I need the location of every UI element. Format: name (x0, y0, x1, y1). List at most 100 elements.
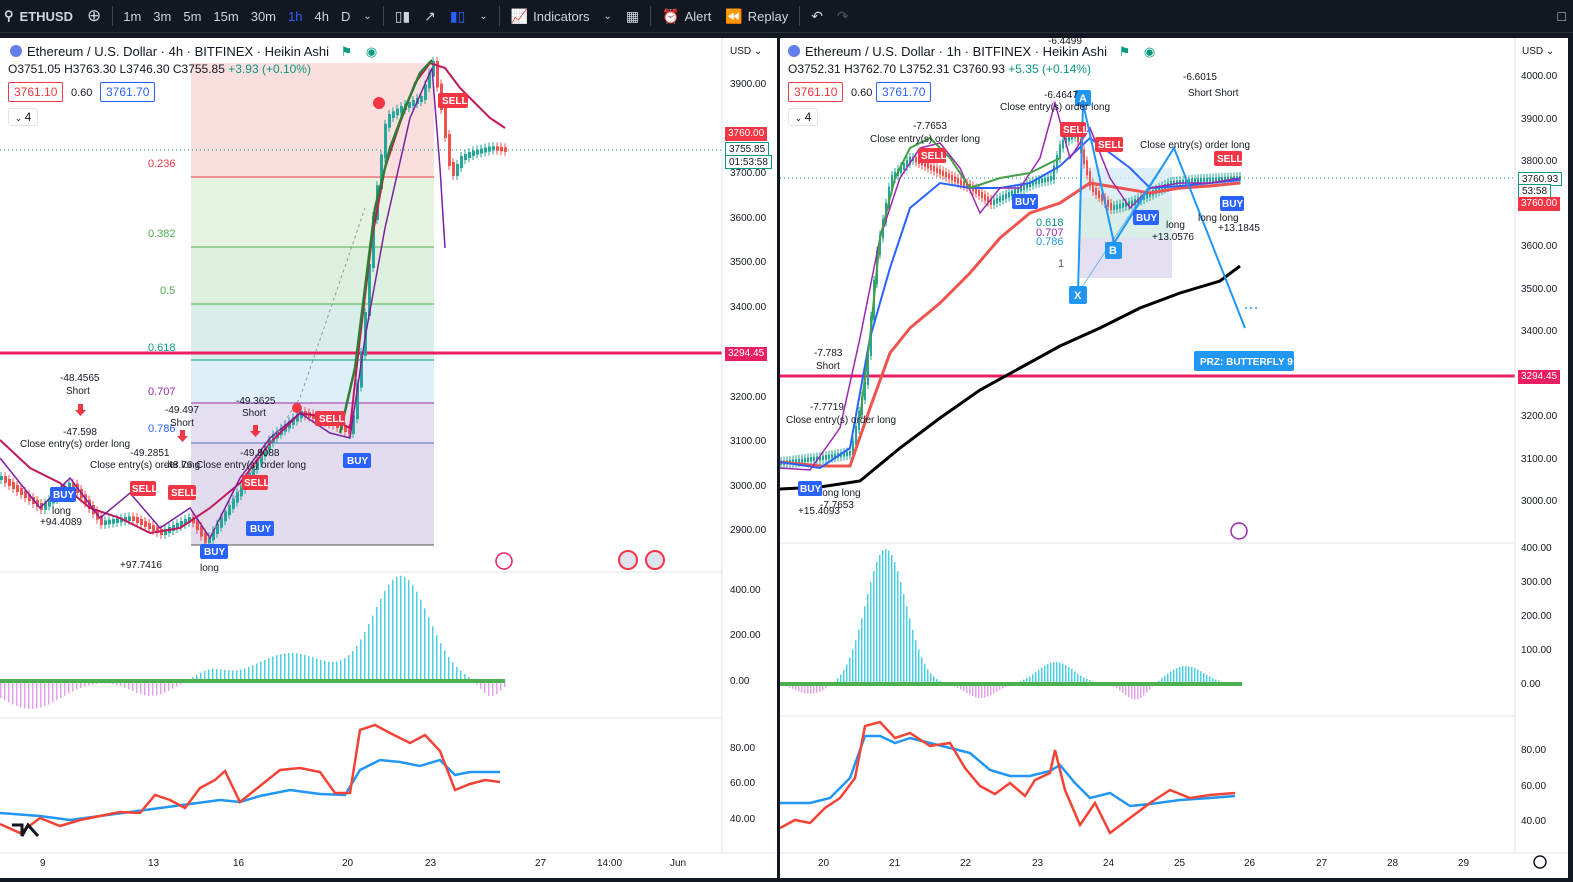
tf-D[interactable]: D (340, 8, 351, 24)
us-flag-icon[interactable] (645, 550, 665, 570)
indicators-button[interactable]: 📈 Indicators (504, 0, 597, 32)
currency-dropdown[interactable]: USD ⌄ (730, 46, 762, 57)
candle-body (1011, 190, 1013, 196)
candle-style-button[interactable]: ▯▮ (388, 0, 417, 32)
lightning-icon[interactable] (1230, 522, 1248, 540)
right-chart-pane[interactable]: 0.618 0.707 0.786 1 X A B PRZ: BUTTERFLY… (780, 38, 1568, 878)
style-dropdown[interactable]: ⌄ (472, 0, 494, 32)
candle-body (942, 170, 944, 176)
alert-button[interactable]: ⏰ Alert (655, 0, 718, 32)
line-style-button[interactable]: ↗ (417, 0, 443, 32)
candle-body (428, 72, 431, 89)
candle-body (44, 502, 47, 510)
sell-badge-label: SELL (319, 414, 345, 425)
tf-1h[interactable]: 1h (288, 8, 303, 24)
timeframe-dropdown[interactable]: ⌄ (356, 0, 378, 32)
macd-bar (1161, 678, 1163, 684)
macd-bar (1128, 684, 1130, 698)
lightning-icon[interactable] (495, 552, 513, 570)
candle-body (352, 415, 355, 434)
undo-button[interactable]: ↶ (804, 0, 830, 32)
candle-body (144, 521, 147, 527)
candle-body (1131, 200, 1133, 206)
annotation: +13.0576 (1152, 232, 1194, 243)
buy-price-button[interactable]: 3761.70 (100, 82, 156, 102)
macd-bar (504, 681, 506, 687)
tf-4h[interactable]: 4h (314, 8, 329, 24)
candle-body (936, 167, 938, 173)
macd-bar (64, 681, 66, 696)
price-axis[interactable]: 4000.00 3900.00 3800.00 3600.00 3500.00 … (1521, 71, 1558, 827)
candle-body (1101, 194, 1103, 201)
candle-body (1053, 165, 1055, 180)
indicator-collapse-button[interactable]: ⌄ 4 (788, 108, 818, 126)
left-chart-title[interactable]: Ethereum / U.S. Dollar · 4h · BITFINEX ·… (10, 44, 377, 60)
candle-body (348, 428, 351, 434)
macd-bar (1185, 666, 1187, 684)
time-axis[interactable]: 9 13 16 20 23 27 14:00 Jun (40, 858, 686, 869)
indicators-dropdown[interactable]: ⌄ (597, 0, 619, 32)
candle-body (816, 456, 818, 461)
fib-label-0618: 0.618 (1036, 217, 1064, 229)
sell-price-button[interactable]: 3761.10 (8, 82, 64, 102)
candle-body (148, 523, 151, 529)
layout-splitter[interactable] (777, 38, 780, 878)
macd-bar (296, 653, 298, 681)
last-price-tag: 3760.00 (1518, 197, 1561, 211)
candle-body (124, 517, 127, 522)
candle-body (1158, 187, 1160, 193)
candle-body (164, 529, 167, 535)
right-chart-title[interactable]: Ethereum / U.S. Dollar · 1h · BITFINEX ·… (788, 44, 1155, 60)
macd-bar (268, 658, 270, 681)
macd-bar (284, 653, 286, 681)
down-arrow-icon (250, 425, 261, 437)
macd-bar (801, 684, 803, 693)
us-flag-icon[interactable] (618, 550, 638, 570)
symbol-search[interactable]: ⚲ ETHUSD (0, 0, 80, 32)
candle-body (104, 520, 107, 525)
currency-dropdown[interactable]: USD ⌄ (1522, 46, 1554, 57)
candle-body (36, 500, 39, 507)
layout-button[interactable]: ▦ (619, 0, 646, 32)
macd-bar (792, 684, 794, 689)
tf-3m[interactable]: 3m (153, 8, 172, 24)
candle-body (500, 146, 503, 152)
macd-bar (236, 670, 238, 681)
macd-bar (1122, 684, 1124, 693)
buy-price-button[interactable]: 3761.70 (876, 82, 932, 102)
fib-zone-3 (191, 304, 434, 360)
compare-button[interactable]: ⊕ (80, 0, 108, 32)
tf-5m[interactable]: 5m (183, 8, 202, 24)
price-tick: 3100.00 (730, 436, 767, 447)
tf-30m[interactable]: 30m (250, 8, 277, 24)
candle-body (100, 515, 103, 525)
macd-bar (1179, 666, 1181, 684)
time-tick: 25 (1174, 858, 1186, 869)
chart-title-text: Ethereum / U.S. Dollar · 1h · BITFINEX ·… (805, 44, 1107, 59)
redo-button[interactable]: ↷ (830, 0, 856, 32)
candle-body (1008, 192, 1010, 198)
price-axis[interactable]: 3900.00 3700.00 3600.00 3500.00 3400.00 … (730, 79, 767, 825)
price-tick: 3500.00 (730, 257, 767, 268)
macd-bar (480, 681, 482, 689)
gear-icon[interactable] (1533, 855, 1547, 869)
bar-style-button[interactable]: ▮▯ (443, 0, 472, 32)
candle-body (8, 479, 11, 486)
price-tick: 3100.00 (1521, 454, 1558, 465)
left-chart-canvas[interactable]: 0.236 0.382 0.5 0.618 0.707 0.786 -48.45… (0, 38, 777, 878)
fullscreen-button[interactable]: □ (1551, 0, 1573, 32)
annotation: -47.598 (63, 427, 97, 438)
macd-bar (846, 664, 848, 684)
right-chart-canvas[interactable]: 0.618 0.707 0.786 1 X A B PRZ: BUTTERFLY… (780, 38, 1568, 878)
time-tick: 14:00 (597, 858, 622, 869)
left-chart-pane[interactable]: 0.236 0.382 0.5 0.618 0.707 0.786 -48.45… (0, 38, 777, 878)
macd-bar (244, 668, 246, 681)
sell-price-button[interactable]: 3761.10 (788, 82, 844, 102)
indicator-collapse-button[interactable]: ⌄ 4 (8, 108, 38, 126)
tf-1m[interactable]: 1m (123, 8, 142, 24)
annotation: Close entry(s) order long (1140, 140, 1250, 151)
time-axis[interactable]: 20 21 22 23 24 25 26 27 28 29 (818, 858, 1470, 869)
macd-tick: 400.00 (730, 585, 761, 596)
replay-button[interactable]: ⏪ Replay (718, 0, 795, 32)
tf-15m[interactable]: 15m (213, 8, 239, 24)
